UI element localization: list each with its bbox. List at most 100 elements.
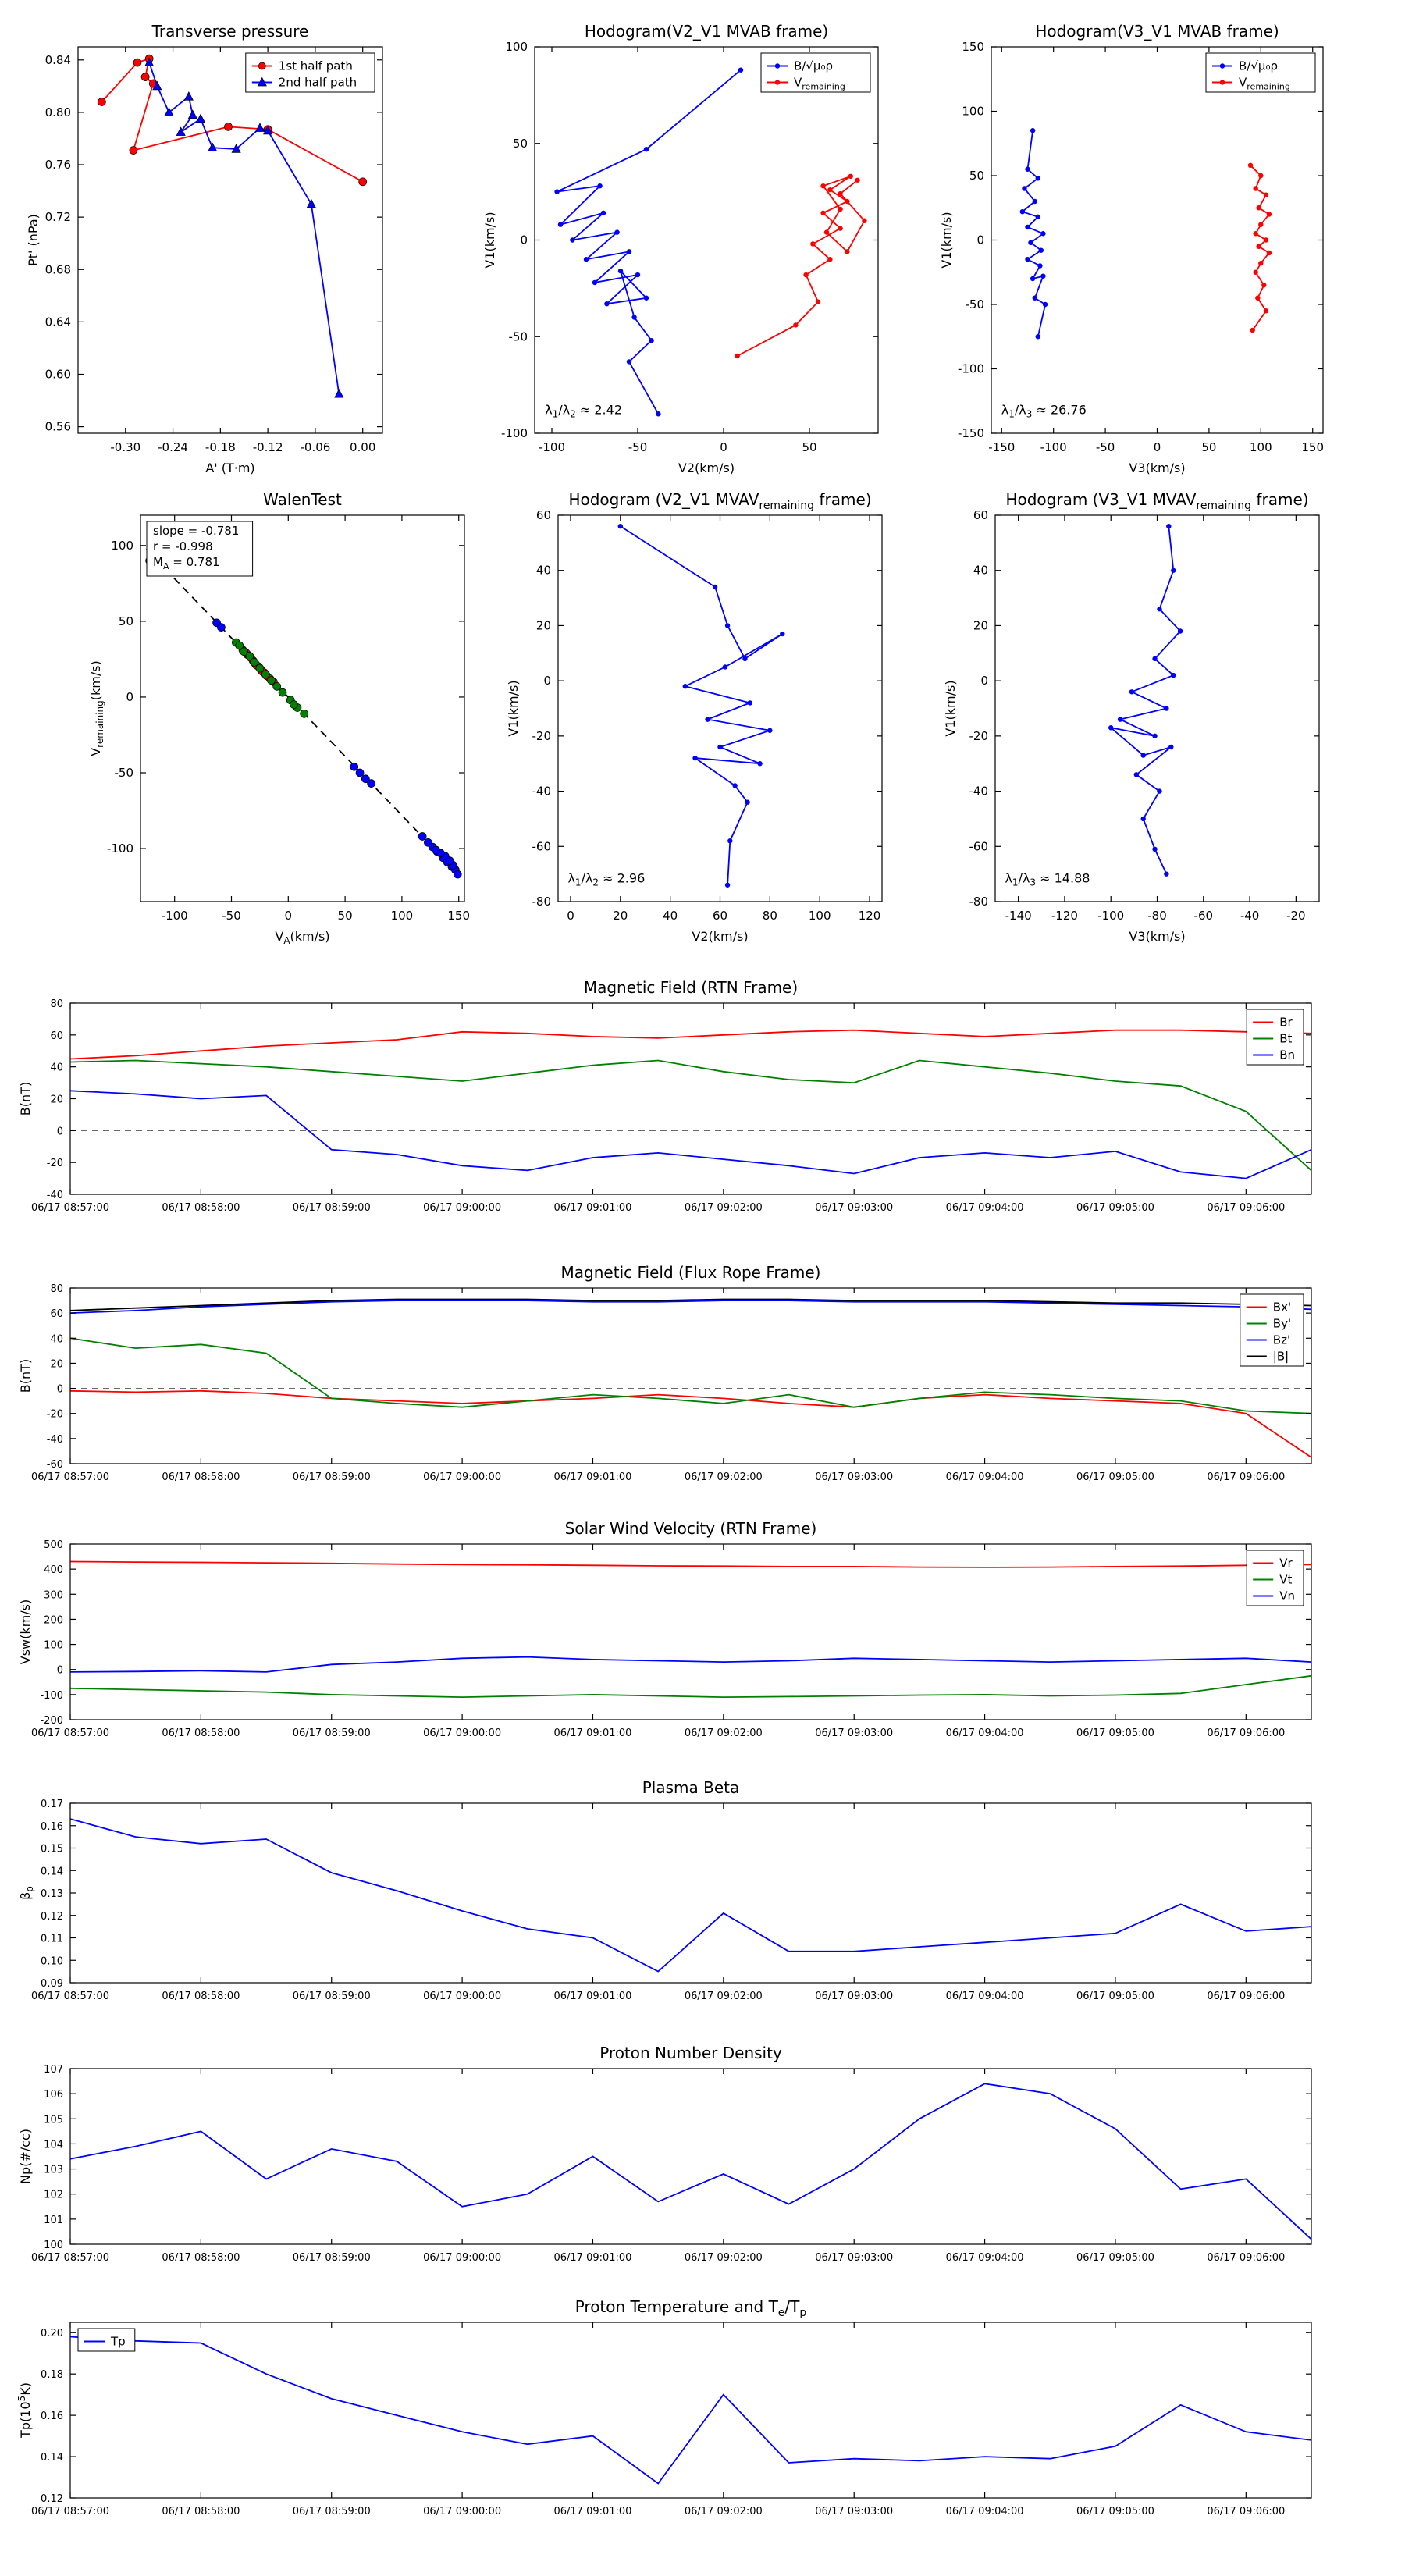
chart-svg-mag-fluxrope: 06/17 08:57:00 06/17 08:58:00 06/17 08:59:… [18,1263,1312,1483]
y-tick-label: -50 [115,766,134,780]
chart-title: Transverse pressure [151,22,309,41]
y-tick-label: 20 [973,618,988,632]
x-tick-label: 06/17 08:57:00 [31,1991,109,2002]
y-tick-label: 0 [520,233,528,247]
x-tick-label: 100 [391,909,414,923]
x-tick-label: -60 [1194,909,1214,923]
y-tick-label: 0.56 [45,420,71,434]
info-box-line: r = -0.998 [153,539,213,553]
y-tick-label: -20 [532,729,552,743]
chart-svg-walen-test: -100 -50 0 50 100 150 -100 -50 0 50 100 WalenTest VA… [88,490,470,946]
x-tick-label: 06/17 08:58:00 [162,1471,240,1483]
x-tick-label: 06/17 08:57:00 [31,2506,109,2517]
y-tick-label: 0.14 [41,1866,63,1877]
y-tick-label: 100 [505,40,528,54]
x-tick-label: 150 [1301,440,1324,454]
chart-svg-mag-rtn: 06/17 08:57:00 06/17 08:58:00 06/17 08:59:… [18,978,1312,1214]
y-tick-label: 100 [44,2240,63,2251]
info-box-line: slope = -0.781 [153,524,239,538]
legend-label: Vr [1279,1557,1293,1571]
x-tick-label: 06/17 09:02:00 [685,1727,763,1739]
y-tick-label: -100 [107,841,133,856]
legend-label: Bz' [1273,1333,1290,1347]
x-tick-label: 50 [802,440,816,454]
x-tick-label: 06/17 09:02:00 [685,1471,763,1483]
y-tick-label: -50 [509,329,528,343]
legend-box [1240,1293,1304,1367]
y-tick-label: 40 [50,1062,63,1074]
chart-walen-test: -100 -50 0 50 100 150 -100 -50 0 50 100 WalenTest VA… [82,480,476,952]
y-tick-label: -100 [40,1690,63,1702]
x-axis-label: V2(km/s) [678,461,735,475]
legend-label: Vn [1279,1589,1295,1603]
y-axis-label: Np(#/cc) [18,2129,33,2184]
y-tick-label: 50 [969,169,984,183]
y-tick-label: 0.10 [41,1955,63,1967]
x-tick-label: 06/17 08:58:00 [162,1727,240,1739]
x-tick-label: 06/17 09:05:00 [1076,1991,1154,2002]
x-tick-label: 06/17 09:06:00 [1207,1991,1285,2002]
y-tick-label: 400 [44,1564,63,1576]
x-tick-label: -100 [162,909,188,923]
x-tick-label: 06/17 09:04:00 [946,2252,1024,2264]
y-tick-label: 0.09 [41,1978,63,1990]
legend-label: Bt [1279,1032,1292,1046]
legend-label: |B| [1273,1350,1289,1364]
y-tick-label: 40 [50,1333,63,1345]
y-tick-label: 107 [44,2064,63,2076]
x-tick-label: 06/17 09:05:00 [1076,1471,1154,1483]
chart-plasma-beta: 06/17 08:57:00 06/17 08:58:00 06/17 08:59:… [12,1772,1327,2018]
x-tick-label: 06/17 08:59:00 [293,1471,371,1483]
x-tick-label: 06/17 09:06:00 [1207,2252,1285,2264]
x-tick-label: 06/17 09:01:00 [553,2506,631,2517]
x-tick-label: 100 [1250,440,1272,454]
chart-title: Plasma Beta [642,1778,740,1797]
y-tick-label: 0 [57,1384,63,1396]
chart-title: Proton Number Density [599,2044,782,2062]
x-tick-label: 06/17 09:03:00 [815,2252,893,2264]
x-tick-label: -20 [1286,909,1306,923]
chart-magnetic-field-rtn: 06/17 08:57:00 06/17 08:58:00 06/17 08:59:… [12,972,1327,1229]
x-tick-label: 100 [809,909,831,923]
x-tick-label: 06/17 08:57:00 [31,2252,109,2264]
y-tick-label: 0.84 [45,53,71,67]
info-box [146,521,254,577]
x-tick-label: -50 [222,909,241,923]
y-tick-label: -60 [47,1459,63,1471]
y-tick-label: -100 [501,426,528,440]
y-axis-label: Vremaining(km/s) [88,660,105,756]
chart-proton-temperature: 06/17 08:57:00 06/17 08:58:00 06/17 08:59:… [12,2291,1327,2533]
legend-label: B/√μ₀ρ [794,59,833,73]
x-tick-label: 06/17 09:04:00 [946,2506,1024,2517]
x-axis-label: VA(km/s) [275,929,329,946]
legend-box [1205,52,1316,93]
y-tick-label: 0.20 [41,2328,63,2339]
y-axis-label: βp [18,1886,35,1900]
y-tick-label: -40 [47,1434,63,1446]
y-tick-label: 20 [50,1358,63,1370]
legend-label: B/√μ₀ρ [1239,59,1278,73]
y-tick-label: 50 [119,614,133,628]
y-tick-label: 100 [111,539,133,553]
chart-magnetic-field-fluxrope: 06/17 08:57:00 06/17 08:58:00 06/17 08:59:… [12,1257,1327,1499]
x-tick-label: 0 [1154,440,1161,454]
x-tick-label: 06/17 08:59:00 [293,2252,371,2264]
chart-title: Hodogram(V2_V1 MVAB frame) [585,22,828,41]
y-tick-label: 0.72 [45,210,71,224]
y-tick-label: 0.68 [45,262,71,276]
y-tick-label: 500 [44,1539,63,1551]
y-axis-label: B(nT) [18,1082,33,1115]
y-tick-label: 106 [44,2089,63,2101]
chart-svg-proton-density: 06/17 08:57:00 06/17 08:58:00 06/17 08:59:… [18,2044,1312,2264]
x-tick-label: -100 [1097,909,1124,923]
x-tick-label: 60 [713,909,727,923]
y-tick-label: 0.14 [41,2452,63,2464]
x-tick-label: -0.18 [205,440,236,454]
x-tick-label: 06/17 08:57:00 [31,1202,109,1214]
x-tick-label: 0 [567,909,574,923]
y-tick-label: 0.64 [45,315,71,329]
x-axis-label: V2(km/s) [692,929,748,944]
x-tick-label: 06/17 09:02:00 [685,1202,763,1214]
x-tick-label: 50 [338,909,353,923]
x-axis-label: V3(km/s) [1129,461,1185,475]
